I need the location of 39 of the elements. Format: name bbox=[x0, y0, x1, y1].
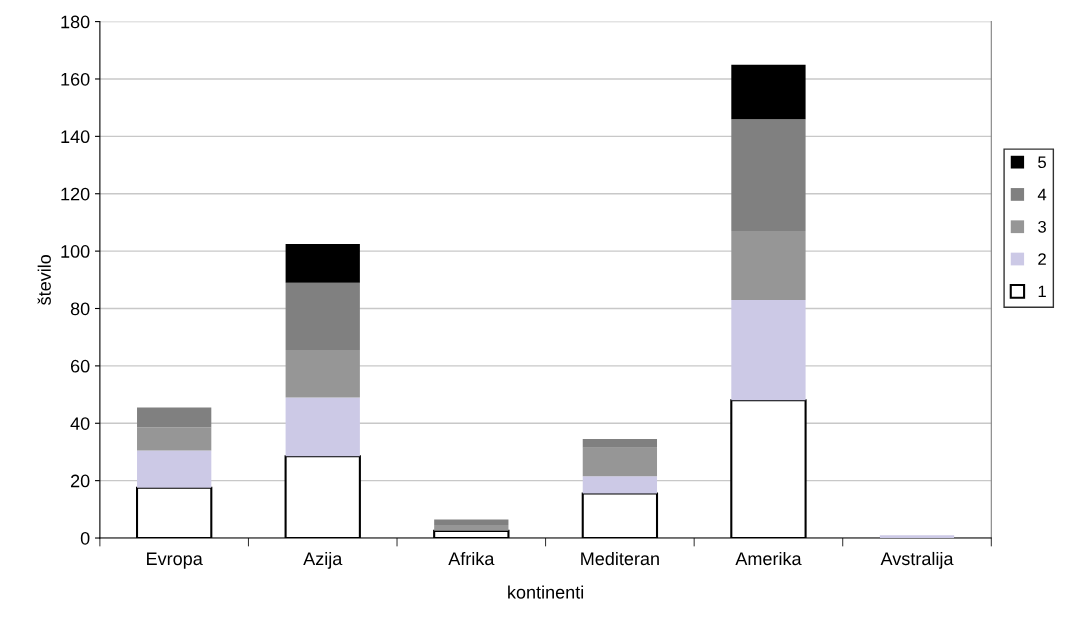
y-tick-label: 140 bbox=[61, 130, 90, 144]
bar bbox=[731, 64, 806, 120]
bar bbox=[582, 439, 658, 448]
y-tick-label: 60 bbox=[71, 359, 90, 373]
x-tick-label: Mediteran bbox=[581, 551, 659, 566]
bar bbox=[731, 119, 806, 232]
bar bbox=[582, 447, 658, 477]
legend-label: 2 bbox=[1038, 253, 1046, 265]
bar bbox=[434, 519, 509, 526]
legend-label: 3 bbox=[1038, 220, 1046, 233]
bar bbox=[285, 350, 360, 398]
x-tick-label: Avstralija bbox=[880, 551, 954, 569]
bar bbox=[137, 407, 212, 428]
y-tick-label: 80 bbox=[70, 302, 90, 316]
x-tick-label: Amerika bbox=[735, 551, 802, 566]
x-tick-label: Afrika bbox=[448, 551, 495, 566]
bar bbox=[285, 397, 360, 457]
legend-label: 1 bbox=[1038, 285, 1046, 298]
x-tick-label: Azija bbox=[303, 551, 343, 569]
y-axis-title: število bbox=[37, 254, 51, 305]
bar bbox=[434, 525, 509, 531]
bar bbox=[731, 231, 806, 300]
y-tick-label: 0 bbox=[80, 531, 90, 545]
y-tick-label: 20 bbox=[70, 474, 90, 488]
legend-label: 5 bbox=[1038, 156, 1046, 169]
bar bbox=[731, 299, 806, 401]
y-tick-label: 100 bbox=[61, 245, 90, 258]
bar bbox=[285, 282, 360, 351]
bar bbox=[137, 427, 212, 451]
bar bbox=[582, 476, 658, 494]
y-tick-label: 40 bbox=[70, 417, 90, 430]
x-tick-label: Evropa bbox=[147, 552, 203, 569]
legend-label: 4 bbox=[1037, 188, 1047, 201]
y-tick-label: 160 bbox=[61, 72, 90, 86]
bar bbox=[137, 450, 212, 488]
y-tick-label: 180 bbox=[61, 15, 90, 29]
y-tick-label: 120 bbox=[61, 187, 90, 201]
x-axis-title: kontinenti bbox=[508, 585, 584, 599]
bar bbox=[285, 243, 360, 283]
